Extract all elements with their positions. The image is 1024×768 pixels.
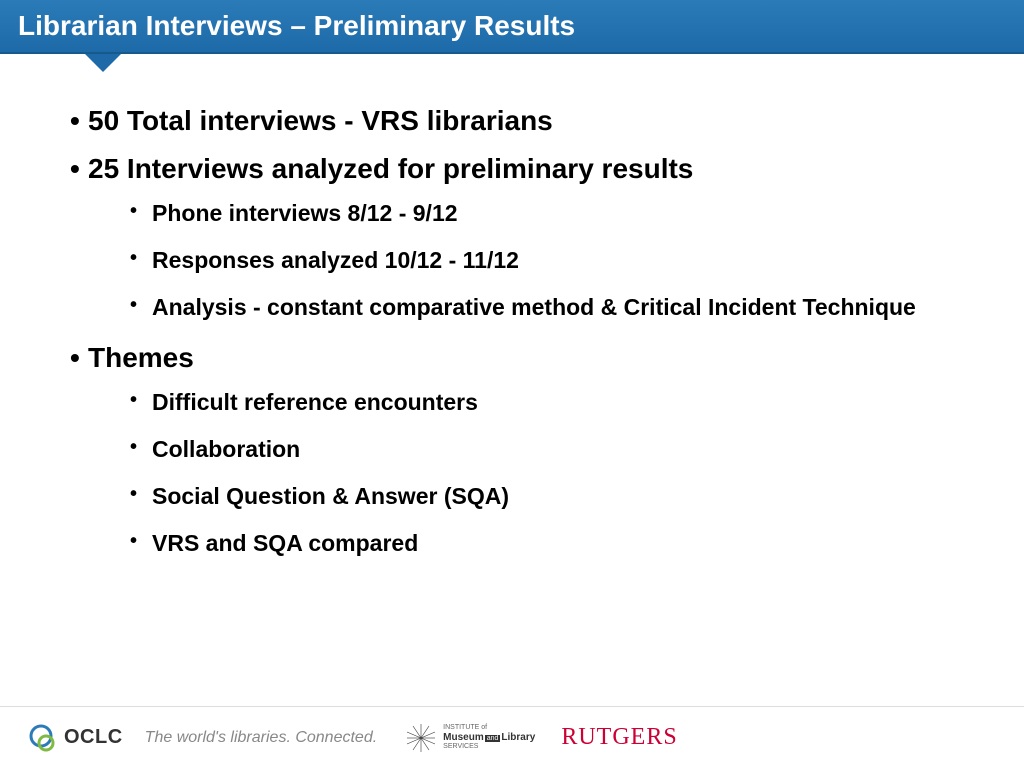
sub-group-2: Difficult reference encounters Collabora… [70,387,954,559]
imls-and: and [485,735,501,742]
slide-content: 50 Total interviews - VRS librarians 25 … [0,54,1024,559]
slide-title: Librarian Interviews – Preliminary Resul… [18,10,575,42]
bullet-sub-2b: Responses analyzed 10/12 - 11/12 [130,245,954,276]
bullet-main-2: 25 Interviews analyzed for preliminary r… [70,150,954,188]
bullet-sub-3d: VRS and SQA compared [130,528,954,559]
header-arrow-icon [85,54,121,72]
sub-group-1: Phone interviews 8/12 - 9/12 Responses a… [70,198,954,323]
bullet-sub-2a: Phone interviews 8/12 - 9/12 [130,198,954,229]
imls-logo: INSTITUTE of MuseumandLibrary SERVICES [405,722,535,754]
oclc-logo: OCLC [28,723,123,753]
imls-text: INSTITUTE of MuseumandLibrary SERVICES [443,724,535,750]
imls-top: INSTITUTE of [443,724,535,732]
oclc-icon [28,723,58,753]
imls-museum: Museum [443,732,484,743]
bullet-main-1: 50 Total interviews - VRS librarians [70,102,954,140]
rutgers-logo: RUTGERS [561,724,677,751]
bullet-sub-3a: Difficult reference encounters [130,387,954,418]
bullet-sub-3b: Collaboration [130,434,954,465]
imls-library: Library [501,732,535,743]
bullet-main-3: Themes [70,339,954,377]
bullet-sub-2c: Analysis - constant comparative method &… [130,292,954,323]
oclc-text: OCLC [64,726,123,749]
footer-tagline: The world's libraries. Connected. [145,729,378,747]
imls-services: SERVICES [443,743,535,751]
slide-header: Librarian Interviews – Preliminary Resul… [0,0,1024,54]
imls-burst-icon [405,722,437,754]
bullet-sub-3c: Social Question & Answer (SQA) [130,481,954,512]
slide-footer: OCLC The world's libraries. Connected. I… [0,706,1024,768]
